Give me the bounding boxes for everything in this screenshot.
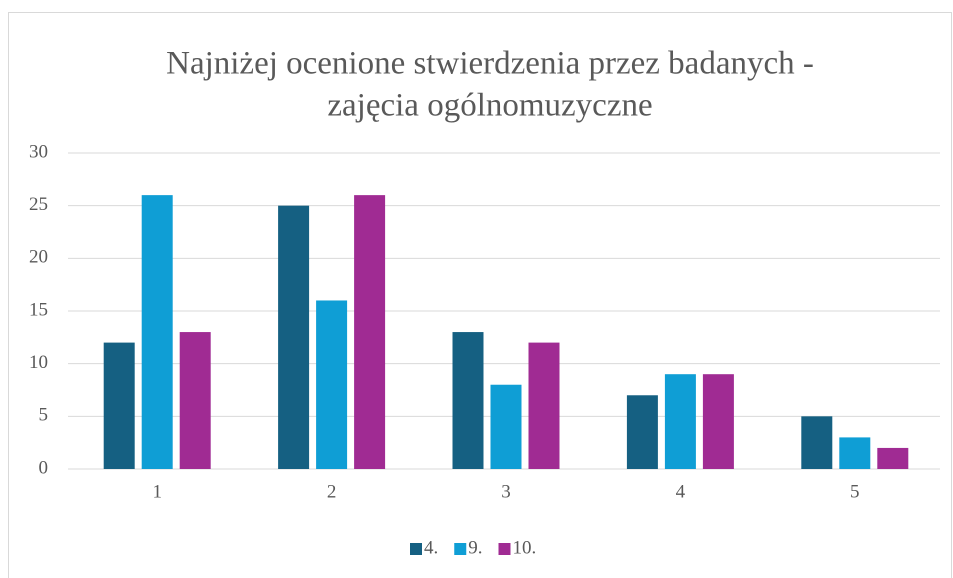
- x-tick-label: 3: [501, 481, 511, 502]
- bar: [354, 195, 386, 469]
- y-tick-label: 20: [29, 247, 48, 268]
- bar: [141, 195, 173, 469]
- bar: [278, 205, 310, 469]
- legend-label: 9.: [468, 537, 482, 558]
- bar: [452, 332, 484, 469]
- y-tick-label: 30: [29, 141, 48, 162]
- x-tick-label: 4: [676, 481, 686, 502]
- legend-swatch: [498, 543, 511, 555]
- chart-title: zajęcia ogólnomuzyczne: [327, 88, 652, 124]
- bar: [801, 416, 833, 469]
- x-tick-label: 1: [152, 481, 162, 502]
- y-tick-label: 0: [39, 457, 49, 478]
- bar: [316, 300, 348, 469]
- x-tick-label: 2: [327, 481, 337, 502]
- legend-swatch: [454, 543, 467, 555]
- legend-swatch: [410, 543, 422, 555]
- bar: [490, 384, 522, 469]
- bar: [103, 342, 135, 469]
- legend-label: 4.: [424, 537, 438, 558]
- bar: [877, 447, 909, 469]
- bar: [626, 395, 658, 469]
- x-tick-label: 5: [850, 481, 860, 502]
- bar: [528, 342, 560, 469]
- bar: [702, 374, 734, 469]
- y-tick-label: 5: [39, 405, 49, 426]
- bar: [664, 374, 696, 469]
- bar: [179, 332, 211, 469]
- y-tick-label: 15: [29, 299, 48, 320]
- chart-title: Najniżej ocenione stwierdzenia przez bad…: [166, 46, 814, 82]
- bar: [839, 437, 871, 469]
- legend-label: 10.: [513, 537, 537, 558]
- y-tick-label: 10: [29, 352, 48, 373]
- y-tick-label: 25: [29, 194, 48, 215]
